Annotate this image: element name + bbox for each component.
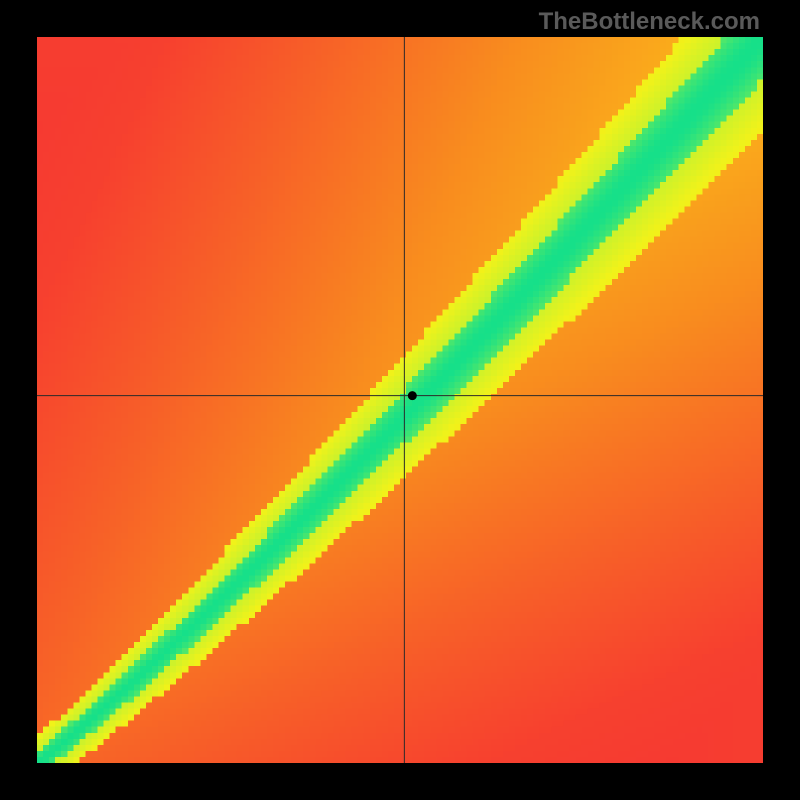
heatmap-canvas: [37, 37, 763, 763]
figure-root: TheBottleneck.com: [0, 0, 800, 800]
watermark-text: TheBottleneck.com: [539, 8, 760, 36]
